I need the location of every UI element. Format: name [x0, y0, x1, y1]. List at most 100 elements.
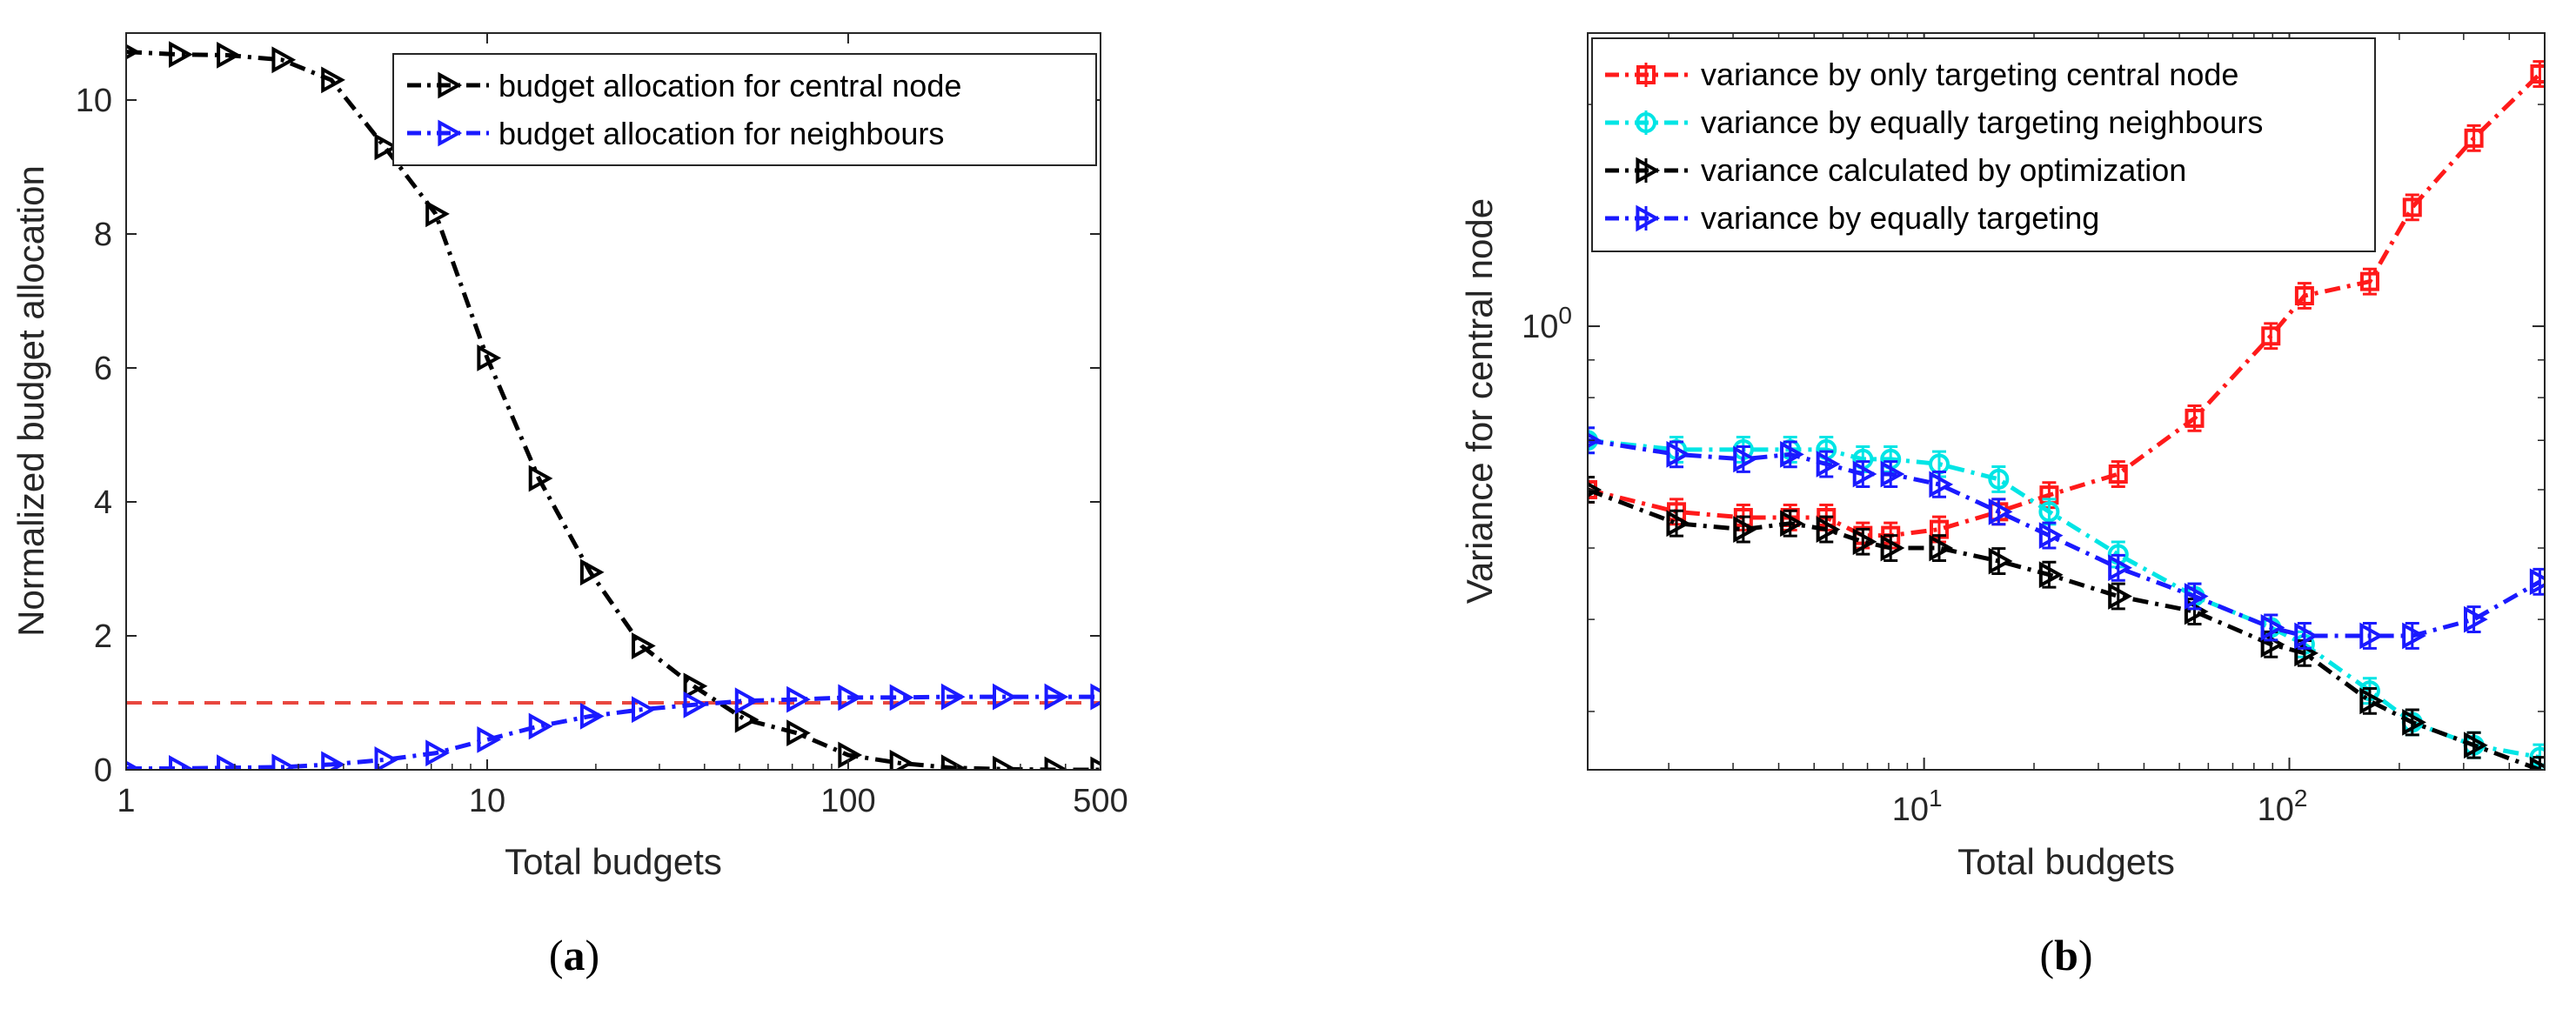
data-point — [1733, 445, 1757, 473]
chart-panel-b: 101 102 100 Total budgets Variance for cen… — [1459, 32, 2546, 979]
y-tick-label-a: 8 — [94, 217, 112, 253]
data-point — [579, 558, 605, 586]
data-point — [2464, 128, 2484, 148]
data-point — [2359, 622, 2385, 650]
data-point — [579, 703, 605, 730]
data-point — [2402, 197, 2422, 217]
x-axis-label-b: Total budgets — [1957, 841, 2175, 882]
legend-a: budget allocation for central node budge… — [392, 53, 1097, 166]
caption-b: (b) — [2039, 931, 2092, 979]
x-tick-label-a: 1 — [117, 783, 135, 819]
legend-label-optimization: variance calculated by optimization — [1701, 152, 2186, 188]
y-tick-label-a: 0 — [94, 752, 112, 789]
data-point — [2294, 285, 2314, 305]
data-point — [374, 133, 399, 161]
x-tick-label-a: 100 — [820, 783, 875, 819]
data-point — [683, 691, 708, 718]
data-point — [2184, 583, 2209, 610]
legend-b: variance by only targeting central node … — [1591, 37, 2376, 252]
data-point — [1780, 510, 1804, 538]
data-point — [2530, 64, 2545, 84]
legend-swatch-marker — [1636, 112, 1656, 133]
data-point — [2261, 326, 2281, 346]
data-point — [786, 719, 811, 747]
data-point — [2529, 756, 2545, 770]
legend-label-equally-neighbours: variance by equally targeting neighbours — [1701, 104, 2263, 140]
data-point — [734, 687, 759, 715]
data-point — [425, 200, 450, 228]
data-point — [169, 41, 193, 69]
data-point — [126, 760, 141, 770]
data-point — [2108, 583, 2132, 610]
data-point — [683, 672, 708, 700]
data-point — [2038, 522, 2064, 549]
data-point — [477, 344, 502, 371]
x-tick-label-a: 10 — [469, 783, 505, 819]
data-point — [993, 683, 1017, 711]
x-tick-label-b: 101 — [1892, 785, 1943, 828]
data-point — [321, 66, 345, 94]
x-tick-label-a: 500 — [1073, 783, 1127, 819]
legend-label-only-central: variance by only targeting central node — [1701, 57, 2238, 92]
data-point — [632, 632, 656, 659]
data-point — [2464, 605, 2488, 633]
caption-a: (a) — [549, 931, 599, 979]
data-point — [1588, 432, 1602, 449]
data-point — [632, 696, 656, 724]
data-point — [1988, 498, 2013, 525]
y-axis-label-a: Normalized budget allocation — [10, 165, 51, 637]
data-point — [1988, 468, 2010, 490]
data-point — [271, 46, 297, 74]
data-point — [271, 753, 297, 770]
legend-label-neighbours: budget allocation for neighbours — [498, 116, 944, 151]
data-point — [786, 685, 811, 713]
data-point — [528, 464, 553, 492]
data-point — [1666, 440, 1691, 468]
data-point — [2359, 687, 2385, 715]
data-point — [1988, 547, 2013, 575]
data-point — [1044, 756, 1069, 770]
x-axis-label-a: Total budgets — [505, 841, 722, 882]
data-point — [940, 754, 966, 770]
data-point — [1588, 482, 1602, 498]
data-point — [1044, 683, 1069, 711]
data-point — [2038, 561, 2064, 589]
legend-box-b — [1591, 37, 2376, 252]
chart-panel-a: 1 10 100 500 0 2 4 6 8 10 Total budgets Normalize… — [10, 32, 1128, 979]
y-tick-label-a: 4 — [94, 484, 112, 521]
data-point — [1929, 534, 1954, 562]
data-point — [2464, 732, 2488, 759]
legend-swatch-marker — [1636, 157, 1661, 184]
data-point — [1666, 510, 1691, 538]
data-point — [1733, 516, 1757, 543]
legend-swatch-marker — [1636, 65, 1656, 84]
data-point — [1852, 460, 1877, 488]
data-point — [2260, 614, 2285, 641]
axes-box-b — [1587, 32, 2546, 771]
data-point — [889, 684, 914, 712]
data-point — [477, 725, 502, 753]
data-point — [1929, 471, 1954, 498]
data-point — [889, 749, 914, 770]
data-point — [838, 684, 863, 712]
y-tick-label-a: 10 — [76, 83, 112, 119]
data-point — [2108, 464, 2128, 484]
data-point — [217, 42, 241, 69]
data-point — [1880, 534, 1905, 562]
data-point — [1816, 451, 1841, 478]
data-point — [528, 712, 553, 740]
data-point — [838, 741, 863, 769]
x-tick-label-b: 102 — [2258, 785, 2308, 828]
legend-label-central-node: budget allocation for central node — [498, 68, 961, 104]
data-point — [1880, 460, 1905, 488]
y-tick-label-b: 100 — [1522, 302, 1572, 345]
data-point — [2038, 501, 2060, 523]
y-tick-label-a: 2 — [94, 618, 112, 655]
data-point — [2529, 568, 2545, 596]
data-point — [1090, 683, 1101, 711]
legend-box-a — [392, 53, 1097, 166]
data-point — [1816, 516, 1841, 543]
data-point — [374, 746, 399, 770]
data-point — [126, 43, 141, 60]
